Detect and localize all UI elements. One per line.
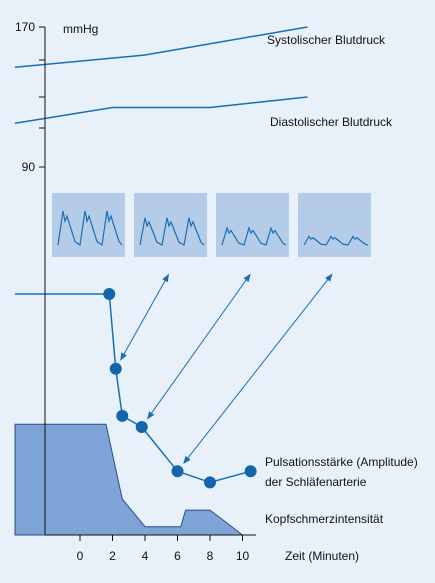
x-tick-label-6: 6: [174, 549, 181, 563]
series-label-pulsation-line2: der Schläfenarterie: [265, 475, 367, 489]
blood-pressure-line-2: [14, 96, 308, 124]
y-tick-label-90: 90: [22, 160, 36, 174]
x-tick-label-10: 10: [236, 549, 250, 563]
pulsation-marker-4: [135, 420, 148, 433]
pulse-waveform-2: [139, 217, 205, 246]
y-tick-label-170: 170: [15, 20, 35, 34]
x-tick-label-4: 4: [142, 549, 149, 563]
headache-area: [14, 423, 244, 536]
pulse-panel-3: [216, 193, 289, 257]
pulse-panel-1: [52, 193, 125, 257]
pulsation-marker-7: [244, 465, 257, 478]
pulse-waveform-3: [221, 226, 287, 246]
pulse-panel-4: [298, 193, 371, 257]
pulse-waveform-1: [57, 210, 123, 247]
pulse-panel-2: [134, 193, 207, 257]
pulsation-marker-1: [103, 288, 116, 301]
y-unit-label: mmHg: [63, 22, 98, 36]
pulse-waveform-4: [303, 235, 369, 246]
series-label-headache: Kopfschmerzintensität: [265, 512, 384, 526]
x-tick-label-0: 0: [77, 549, 84, 563]
pulsation-marker-5: [171, 465, 184, 478]
x-tick-label-8: 8: [207, 549, 214, 563]
pulsation-marker-6: [204, 476, 216, 489]
double-arrow-3: [183, 273, 333, 465]
pulsation-marker-2: [109, 362, 122, 375]
x-tick-label-2: 2: [109, 549, 116, 563]
x-axis-label: Zeit (Minuten): [285, 549, 359, 563]
series-label-systolic: Systolischer Blutdruck: [267, 33, 386, 47]
blood-pressure-line-1: [14, 26, 308, 68]
pulsation-marker-3: [116, 409, 129, 422]
series-label-pulsation: Pulsationsstärke (Amplitude): [265, 455, 418, 469]
series-label-diastolic: Diastolischer Blutdruck: [270, 115, 393, 129]
